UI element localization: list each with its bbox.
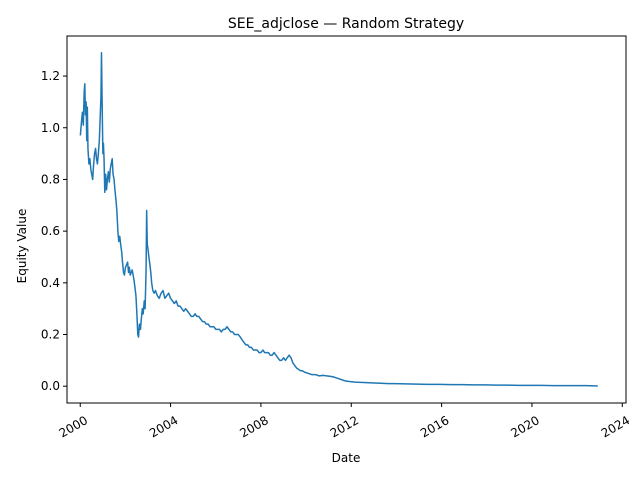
x-tick-label: 2012 [328,413,361,440]
x-tick-label: 2016 [418,413,451,440]
x-axis-title: Date [332,451,361,465]
plot-area [79,52,598,387]
y-tick-label: 1.2 [41,69,60,83]
y-tick-label: 0.4 [41,276,60,290]
y-axis-title: Equity Value [15,209,29,284]
x-axis: 2000 2004 2008 2012 2016 2020 2024 [57,403,632,440]
y-tick-label: 0.0 [41,379,60,393]
y-tick-label: 0.2 [41,328,60,342]
x-tick-label: 2008 [237,413,270,440]
x-tick-label: 2024 [599,413,632,440]
y-axis: 0.0 0.2 0.4 0.6 0.8 1.0 1.2 [41,69,67,393]
chart-title: SEE_adjclose — Random Strategy [228,16,464,32]
x-tick-label: 2004 [147,413,180,440]
y-tick-label: 0.6 [41,224,60,238]
x-tick-label: 2000 [57,413,90,440]
y-tick-label: 1.0 [41,121,60,135]
series-line-0 [79,52,598,387]
x-tick-label: 2020 [508,413,541,440]
axes-frame [66,35,627,404]
y-tick-label: 0.8 [41,172,60,186]
